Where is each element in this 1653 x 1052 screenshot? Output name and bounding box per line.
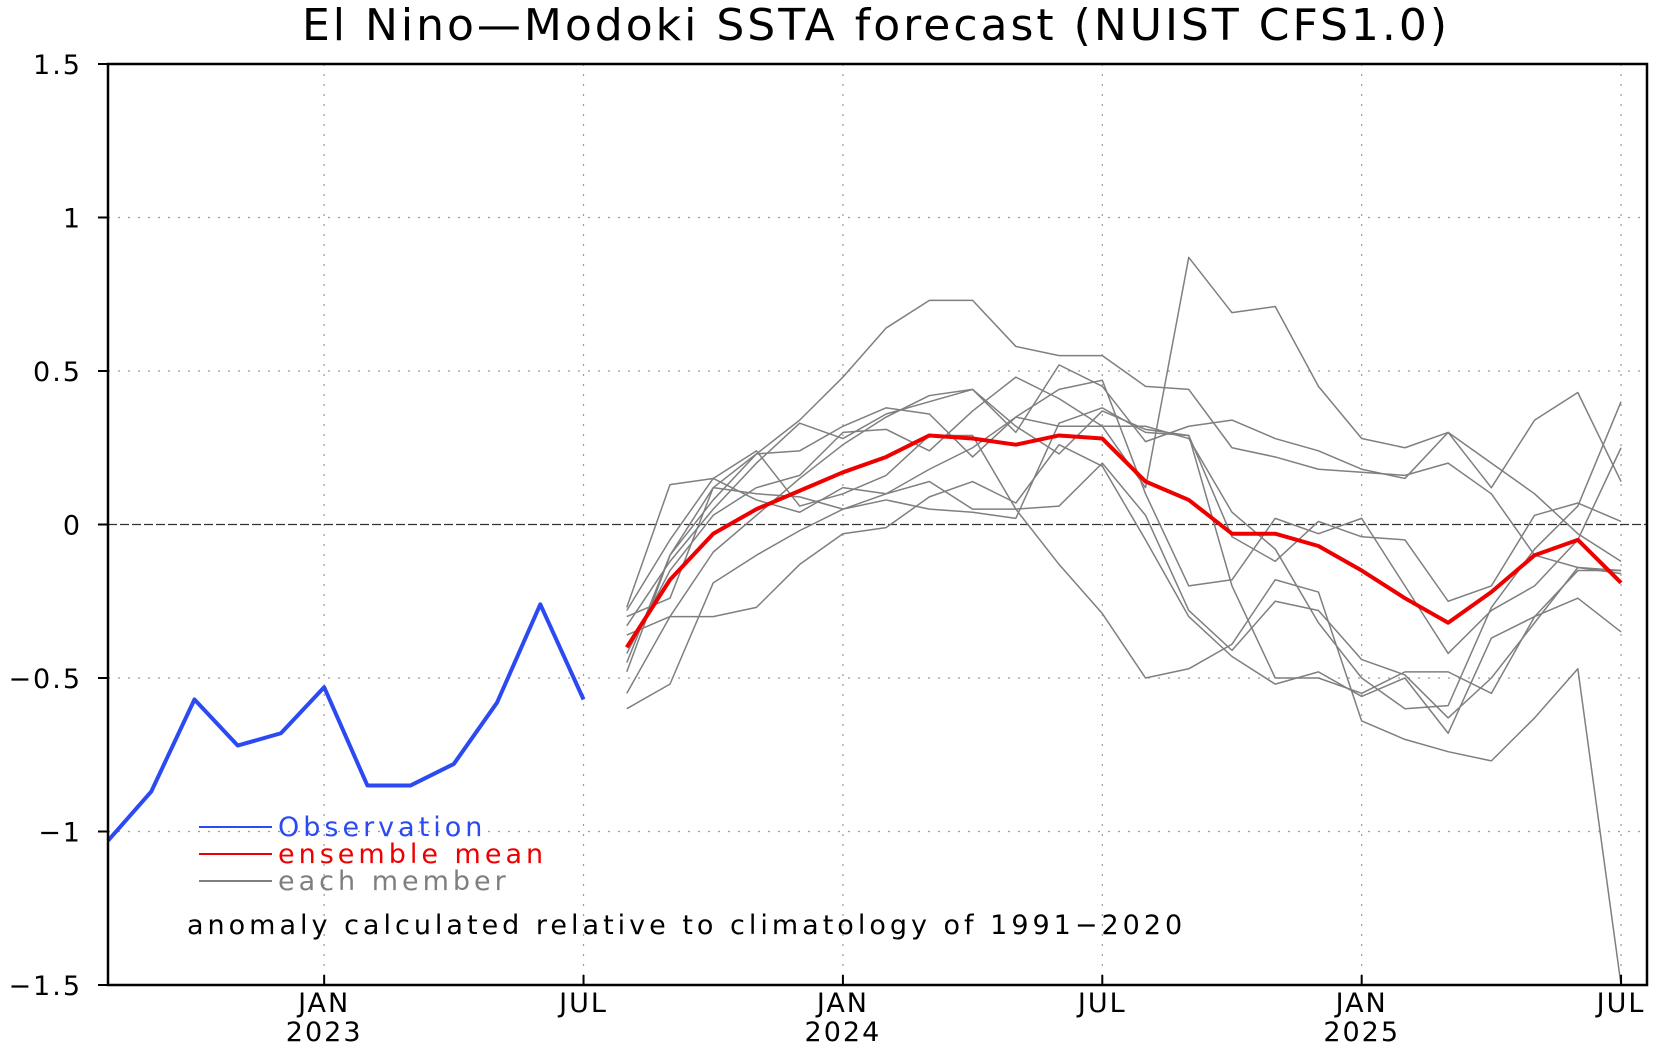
series-line <box>625 433 1623 649</box>
member-line <box>626 480 1622 986</box>
member-lines <box>626 256 1622 986</box>
member-line <box>626 443 1622 735</box>
member-line <box>626 364 1622 694</box>
x-tick-label: JAN <box>296 988 350 1019</box>
x-tick-year-label: 2023 <box>286 1017 363 1048</box>
y-tick-label: 0.5 <box>33 357 82 388</box>
member-line <box>626 299 1622 663</box>
x-tick-label: JUL <box>1076 988 1127 1019</box>
member-line <box>626 256 1622 654</box>
legend-label: ensemble mean <box>278 839 547 870</box>
chart-title: El Nino—Modoki SSTA forecast (NUIST CFS1… <box>302 0 1450 51</box>
member-line <box>626 388 1622 627</box>
y-tick-label: −0.5 <box>8 664 82 695</box>
chart-note: anomaly calculated relative to climatolo… <box>187 910 1186 941</box>
member-line <box>626 379 1622 655</box>
x-tick-year-label: 2024 <box>805 1017 882 1048</box>
y-tick-label: −1 <box>38 818 82 849</box>
y-axis: 1.5 1 0.5 0 −0.5 −1 −1.5 <box>8 50 108 1002</box>
x-tick-year-label: 2025 <box>1323 1017 1400 1048</box>
x-tick-label: JAN <box>1334 988 1388 1019</box>
series-lines <box>106 433 1623 843</box>
series-line <box>106 602 586 843</box>
legend-label: each member <box>278 866 510 897</box>
y-tick-label: 1 <box>63 204 82 235</box>
member-line <box>626 434 1622 719</box>
y-tick-label: −1.5 <box>8 971 82 1002</box>
x-tick-label: JUL <box>1595 988 1646 1019</box>
member-line <box>626 401 1622 710</box>
x-tick-label: JUL <box>557 988 608 1019</box>
legend-label: Observation <box>278 812 486 843</box>
y-tick-label: 0 <box>63 511 82 542</box>
y-tick-label: 1.5 <box>33 50 82 81</box>
x-tick-label: JAN <box>815 988 869 1019</box>
